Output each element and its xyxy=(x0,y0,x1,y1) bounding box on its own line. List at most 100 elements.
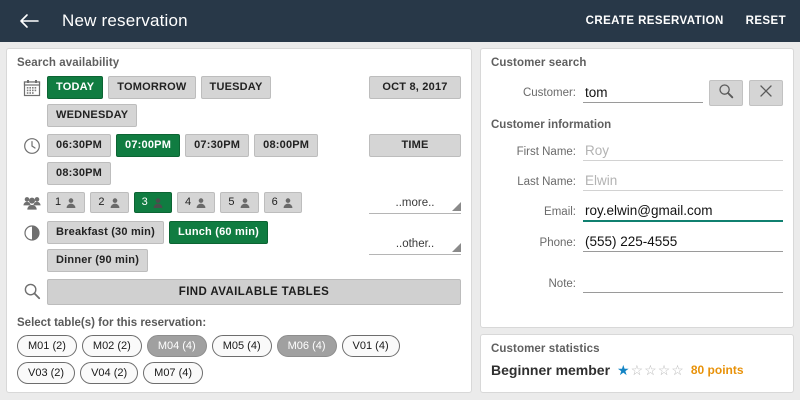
party-size-row: 1 2 3 4 5 xyxy=(17,192,461,214)
date-picker-button[interactable]: OCT 8, 2017 xyxy=(369,76,461,99)
membership-tier: Beginner member xyxy=(491,362,611,378)
first-name-field[interactable] xyxy=(583,142,783,161)
customer-search-input[interactable] xyxy=(583,83,703,103)
customer-search-button[interactable] xyxy=(709,80,743,106)
email-label: Email: xyxy=(544,206,576,218)
find-tables-row: FIND AVAILABLE TABLES xyxy=(17,279,461,305)
table-chip-m02[interactable]: M02 (2) xyxy=(81,335,142,357)
day-option-tomorrow[interactable]: TOMORROW xyxy=(108,76,196,99)
person-icon xyxy=(239,197,251,209)
customer-search-card: Customer search Customer: xyxy=(480,48,794,328)
note-field[interactable] xyxy=(583,274,783,293)
email-field[interactable] xyxy=(583,202,783,222)
party-size-6[interactable]: 6 xyxy=(263,192,302,213)
customer-information-title: Customer information xyxy=(491,119,612,131)
search-availability-card: Search availability xyxy=(6,48,472,393)
table-chip-m04[interactable]: M04 (4) xyxy=(146,335,207,357)
day-option-wednesday[interactable]: WEDNESDAY xyxy=(47,104,138,127)
party-size-5[interactable]: 5 xyxy=(220,192,259,213)
time-option-0830pm[interactable]: 08:30PM xyxy=(47,162,112,185)
table-chip-m01[interactable]: M01 (2) xyxy=(17,335,77,357)
party-size-6-label: 6 xyxy=(271,196,278,208)
date-row: TODAY TOMORROW TUESDAY WEDNESDAY OCT 8, … xyxy=(17,76,461,127)
find-tables-slot: FIND AVAILABLE TABLES xyxy=(47,279,461,305)
note-label: Note: xyxy=(548,277,577,290)
customer-clear-button[interactable] xyxy=(749,80,783,106)
first-name-row: First Name: xyxy=(491,142,783,161)
table-chip-v01[interactable]: V01 (4) xyxy=(341,335,400,357)
table-chip-m06[interactable]: M06 (4) xyxy=(276,335,337,357)
email-row: Email: xyxy=(491,202,783,222)
last-name-label: Last Name: xyxy=(517,175,576,188)
find-available-tables-button[interactable]: FIND AVAILABLE TABLES xyxy=(47,279,461,305)
person-icon xyxy=(195,197,207,209)
customer-search-row: Customer: xyxy=(491,80,783,106)
party-size-4[interactable]: 4 xyxy=(176,192,216,213)
time-options: 06:30PM 07:00PM 07:30PM 08:00PM 08:30PM xyxy=(47,134,363,185)
star-icon-5: ☆ xyxy=(671,362,684,378)
duration-other-dropdown[interactable]: ..other.. xyxy=(369,233,461,255)
reset-button[interactable]: RESET xyxy=(745,15,786,27)
note-row: Note: xyxy=(491,274,783,293)
table-chip-m05[interactable]: M05 (4) xyxy=(211,335,272,357)
time-option-0800pm[interactable]: 08:00PM xyxy=(254,134,319,157)
duration-other-slot: ..other.. xyxy=(369,221,461,255)
calendar-icon xyxy=(17,76,47,97)
person-icon xyxy=(65,197,77,209)
duration-other-label: ..other.. xyxy=(395,237,435,250)
star-icon-2: ☆ xyxy=(630,362,644,378)
party-size-2-label: 2 xyxy=(98,196,105,208)
table-chip-v03[interactable]: V03 (2) xyxy=(17,362,76,384)
party-size-options: 1 2 3 4 5 xyxy=(47,192,363,213)
rating-stars: ★ ☆ ☆ ☆ ☆ xyxy=(617,363,684,377)
day-option-tuesday[interactable]: TUESDAY xyxy=(200,76,272,99)
last-name-field[interactable] xyxy=(583,172,783,191)
party-size-4-label: 4 xyxy=(184,196,192,208)
date-picker-slot: OCT 8, 2017 xyxy=(369,76,461,99)
phone-row: Phone: xyxy=(491,233,783,252)
party-size-more-dropdown[interactable]: ..more.. xyxy=(369,192,461,214)
party-size-1-label: 1 xyxy=(55,196,62,208)
table-chip-v04[interactable]: V04 (2) xyxy=(80,362,139,384)
close-icon xyxy=(758,83,774,104)
customer-statistics-title: Customer statistics xyxy=(491,343,600,355)
person-icon xyxy=(282,197,294,209)
app-bar: New reservation CREATE RESERVATION RESET xyxy=(0,0,800,42)
time-option-0730pm[interactable]: 07:30PM xyxy=(185,134,250,157)
day-options: TODAY TOMORROW TUESDAY WEDNESDAY xyxy=(47,76,363,127)
duration-option-lunch[interactable]: Lunch (60 min) xyxy=(168,221,269,244)
search-availability-title: Search availability xyxy=(17,57,120,69)
table-chip-list: M01 (2) M02 (2) M04 (4) M05 (4) M06 (4) … xyxy=(17,335,461,384)
page-body: Search availability xyxy=(0,42,800,400)
time-option-0700pm[interactable]: 07:00PM xyxy=(116,134,181,157)
page-title: New reservation xyxy=(62,11,188,30)
person-icon xyxy=(152,197,164,209)
search-icon xyxy=(17,279,47,300)
create-reservation-button[interactable]: CREATE RESERVATION xyxy=(585,15,724,27)
duration-option-dinner[interactable]: Dinner (90 min) xyxy=(47,249,149,272)
group-people-icon xyxy=(17,192,47,211)
party-size-more-label: ..more.. xyxy=(395,196,435,209)
party-size-1[interactable]: 1 xyxy=(47,192,86,213)
party-size-3-label: 3 xyxy=(141,196,148,208)
dropdown-spacer xyxy=(369,221,461,233)
last-name-row: Last Name: xyxy=(491,172,783,191)
phone-label: Phone: xyxy=(539,236,576,249)
phone-field[interactable] xyxy=(583,233,783,252)
chevron-down-icon xyxy=(452,202,461,211)
day-option-today[interactable]: TODAY xyxy=(47,76,104,99)
customer-search-title: Customer search xyxy=(491,57,587,69)
duration-option-breakfast[interactable]: Breakfast (30 min) xyxy=(47,221,164,244)
membership-row: Beginner member ★ ☆ ☆ ☆ ☆ 80 points xyxy=(491,362,783,378)
select-tables-label: Select table(s) for this reservation: xyxy=(17,317,207,329)
party-size-3[interactable]: 3 xyxy=(133,192,172,213)
time-row: 06:30PM 07:00PM 07:30PM 08:00PM 08:30PM … xyxy=(17,134,461,185)
party-size-2[interactable]: 2 xyxy=(90,192,129,213)
table-chip-m07[interactable]: M07 (4) xyxy=(143,362,204,384)
time-option-0630pm[interactable]: 06:30PM xyxy=(47,134,112,157)
star-icon-3: ☆ xyxy=(644,362,657,378)
back-button[interactable] xyxy=(14,6,44,36)
customer-field-label: Customer: xyxy=(522,87,576,99)
points-badge: 80 points xyxy=(690,363,744,377)
time-picker-button[interactable]: TIME xyxy=(369,134,461,157)
